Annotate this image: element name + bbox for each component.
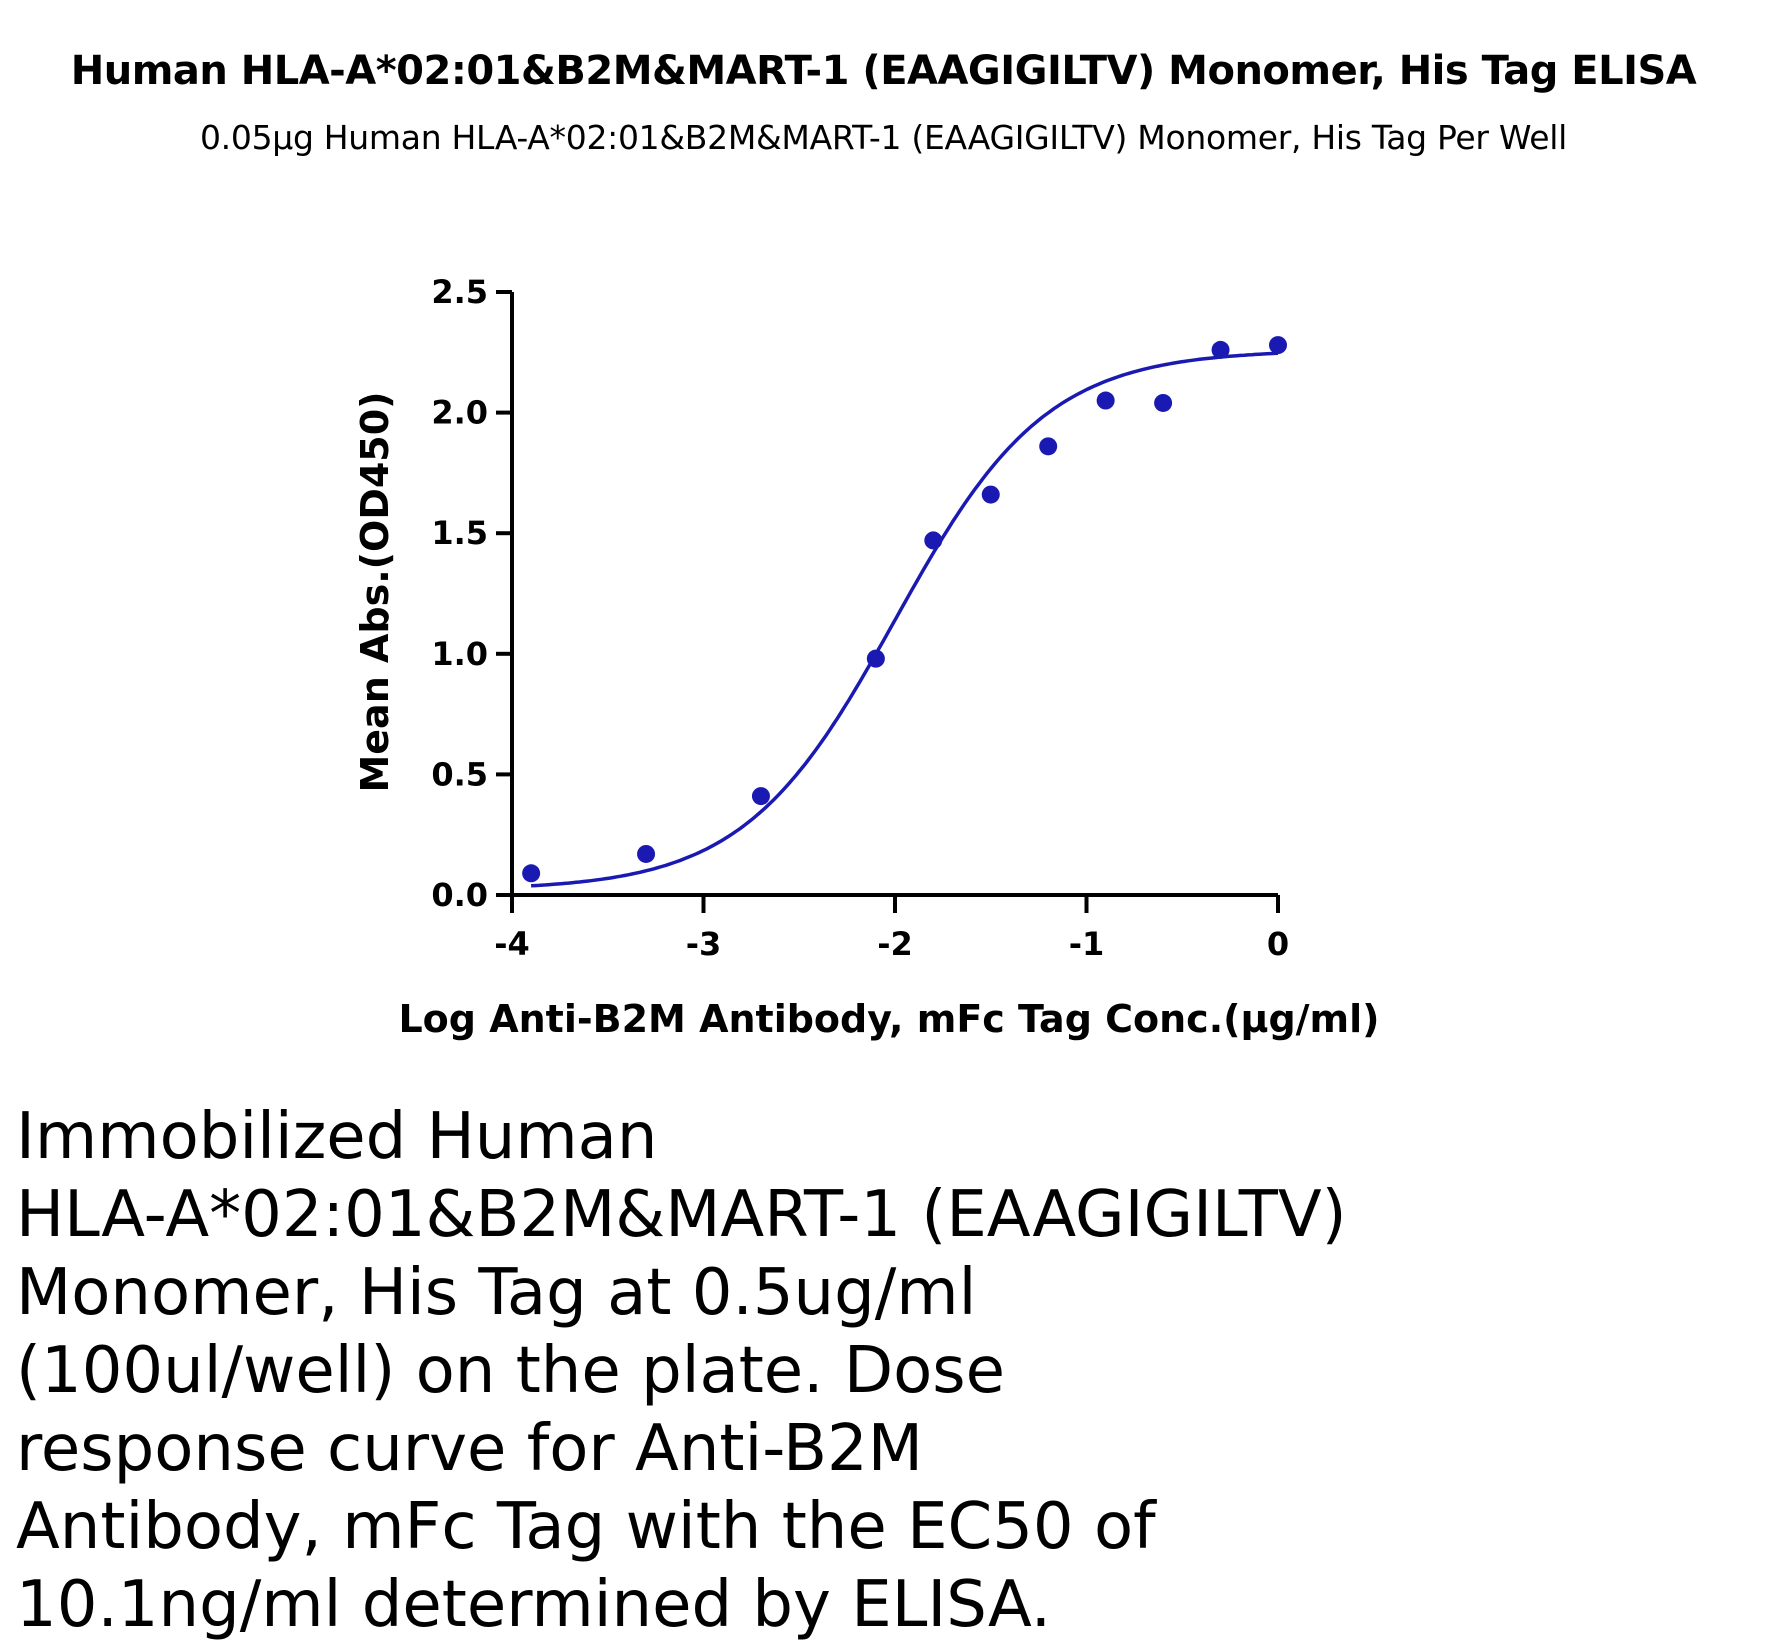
- caption-line: 10.1ng/ml determined by ELISA.: [16, 1568, 1052, 1642]
- caption-line: response curve for Anti-B2M: [16, 1412, 923, 1486]
- x-tick-label: 0: [1267, 925, 1289, 963]
- chart-title: Human HLA-A*02:01&B2M&MART-1 (EAAGIGILTV…: [70, 48, 1697, 94]
- data-point: [1039, 437, 1058, 456]
- x-tick-label: -1: [1069, 925, 1105, 963]
- x-axis-label: Log Anti-B2M Antibody, mFc Tag Conc.(μg/…: [398, 997, 1379, 1041]
- y-tick-label: 0.5: [431, 755, 488, 793]
- caption-line: HLA-A*02:01&B2M&MART-1 (EAAGIGILTV): [16, 1178, 1347, 1252]
- data-point: [751, 787, 770, 806]
- caption-line: Antibody, mFc Tag with the EC50 of: [16, 1490, 1156, 1564]
- elisa-chart: 0.0 0.5 1.0 1.5 2.0 2.5 -4 -3 -2 -1 0 Log Anti-B2M…: [353, 273, 1380, 1041]
- data-point: [1154, 393, 1173, 412]
- data-point: [637, 844, 656, 863]
- x-tick-label: -2: [877, 925, 913, 963]
- y-axis-label: Mean Abs.(OD450): [353, 391, 397, 792]
- data-point: [522, 864, 541, 883]
- caption-line: (100ul/well) on the plate. Dose: [16, 1334, 1005, 1408]
- y-tick-label: 2.0: [431, 394, 488, 432]
- caption-line: Immobilized Human: [16, 1100, 658, 1174]
- data-points: [522, 336, 1287, 883]
- data-point: [981, 485, 1000, 504]
- y-tick-label: 0.0: [431, 876, 488, 914]
- x-tick-label: -4: [494, 925, 530, 963]
- data-point: [1211, 340, 1230, 359]
- axes: 0.0 0.5 1.0 1.5 2.0 2.5 -4 -3 -2 -1 0: [431, 273, 1289, 963]
- data-point: [1096, 391, 1115, 410]
- chart-subtitle: 0.05μg Human HLA-A*02:01&B2M&MART-1 (EAA…: [199, 118, 1567, 157]
- data-point: [1269, 336, 1287, 355]
- fit-curve: [531, 351, 1279, 888]
- x-tick-label: -3: [686, 925, 722, 963]
- y-tick-label: 1.5: [431, 514, 488, 552]
- y-tick-label: 2.5: [431, 273, 488, 311]
- data-point: [866, 649, 885, 668]
- caption: Immobilized Human HLA-A*02:01&B2M&MART-1…: [16, 1098, 1716, 1644]
- data-point: [924, 531, 943, 550]
- caption-line: Monomer, His Tag at 0.5ug/ml: [16, 1256, 977, 1330]
- y-tick-label: 1.0: [431, 635, 488, 673]
